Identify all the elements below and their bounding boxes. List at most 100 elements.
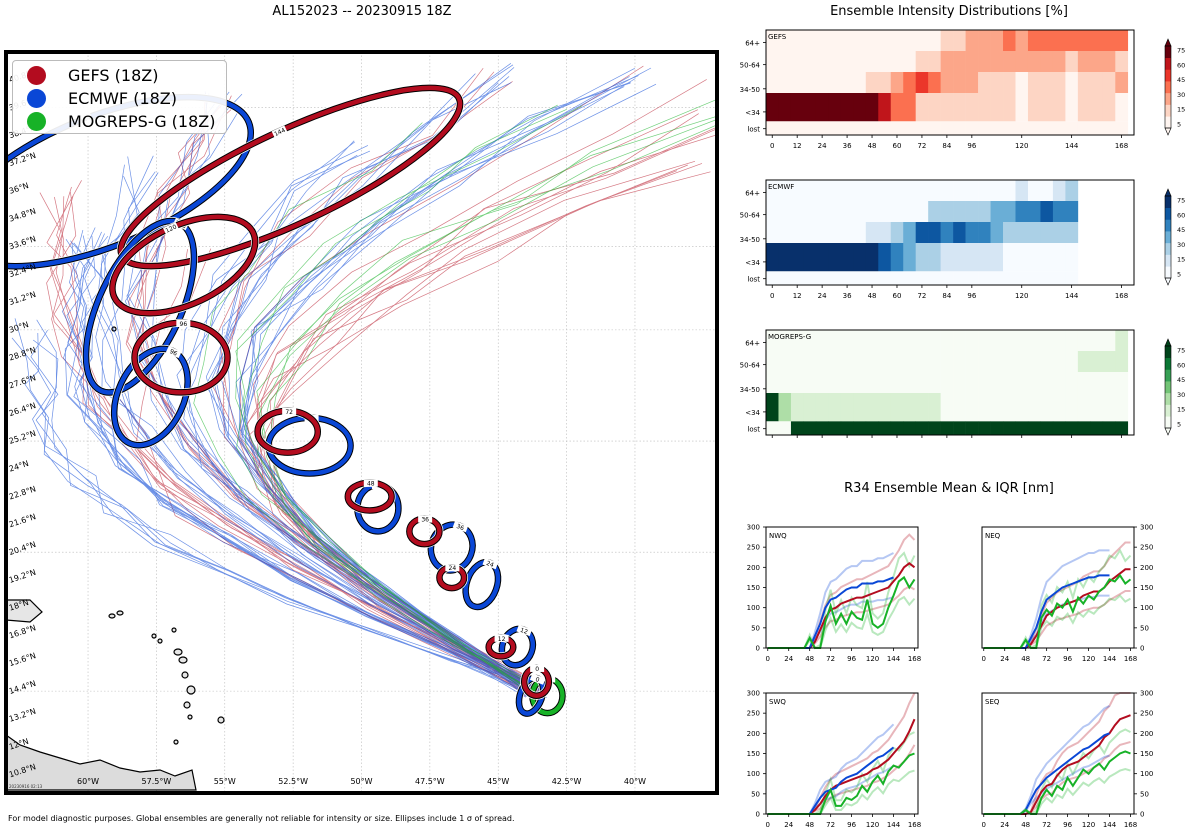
mogreps-tracks (193, 99, 717, 697)
r34-y-label: 150 (747, 750, 760, 758)
map-content: 144144120120969672723648244812003602412 (6, 52, 717, 793)
heatmap-cell (1040, 72, 1054, 93)
ellipse-gefs-36h-label: 36 (421, 517, 429, 524)
legend-item-gefs: GEFS (18Z) (27, 65, 158, 85)
heatmap-cell (853, 30, 867, 51)
heatmap-cell (828, 271, 842, 285)
heatmap-cell (990, 93, 1004, 122)
heatmap-cell (1015, 330, 1029, 351)
r34-y-label: 0 (756, 811, 760, 819)
heatmap-x-label: 60 (893, 292, 902, 300)
heatmap-cell (965, 372, 979, 393)
footer-note: For model diagnostic purposes. Global en… (8, 814, 515, 823)
heatmap-cell (840, 201, 854, 222)
land-island (186, 685, 196, 695)
heatmap-cell (853, 372, 867, 393)
r34-y-label: 250 (747, 544, 760, 552)
heatmap-cell (1003, 180, 1016, 201)
heatmap-cell (766, 351, 779, 372)
heatmap-cell (878, 121, 892, 135)
heatmap-cell (915, 93, 929, 122)
heatmap-cell (1052, 351, 1066, 372)
heatmap-cell (778, 271, 792, 285)
r34-y-label: 150 (1140, 584, 1153, 592)
heatmap-x-label: 144 (1065, 142, 1079, 150)
heatmap-cell (828, 243, 842, 272)
heatmap-cell (828, 180, 842, 201)
heatmap-cell (766, 421, 779, 435)
heatmap-cell (1065, 222, 1079, 243)
ecmwf-track (76, 235, 528, 695)
heatmap-cell (828, 372, 842, 393)
intensity-heatmaps: GEFS 64+ 50-64 34-50 <34 lost 0 12 24 36 48 60 72 84 9… (740, 29, 1185, 438)
r34-x-label: 48 (805, 821, 814, 829)
heatmap-y-label: lost (747, 426, 760, 434)
ellipse-ecmwf-96h-label-bg (165, 345, 182, 359)
lon-label: 60°W (77, 777, 99, 786)
heatmap-cell (1040, 351, 1054, 372)
heatmap-cell (853, 222, 867, 243)
heatmap-cell (1027, 393, 1041, 422)
heatmap-cell (766, 30, 779, 51)
heatmap-cell (915, 421, 929, 435)
heatmap-cell (978, 271, 991, 285)
colorbar-segment (1165, 392, 1171, 405)
colorbar-label: 60 (1177, 211, 1185, 219)
heatmap-x-label: 12 (793, 292, 802, 300)
heatmap-cell (778, 30, 792, 51)
colorbar-label: 75 (1177, 197, 1185, 205)
heatmap-cell (953, 51, 966, 72)
heatmap-cell (915, 121, 929, 135)
heatmap-x-label: 84 (942, 142, 951, 150)
r34-x-label: 168 (1124, 655, 1137, 663)
heatmap-cell (1090, 51, 1104, 72)
ellipse-ecmwf-12h-label: 12 (519, 627, 529, 636)
heatmap-x-label: 72 (917, 292, 926, 300)
ellipse-gefs-48h-label-bg (363, 479, 378, 487)
heatmap-cell (840, 243, 854, 272)
heatmap-cell (840, 93, 854, 122)
heatmap-cell (778, 243, 792, 272)
heatmap-cell (1115, 51, 1129, 72)
heatmap-cell (1052, 121, 1066, 135)
r34-panel-seq: SEQ 300 250 200 150 100 50 0 0 24 48 72 96 120 144 168 (981, 690, 1153, 829)
heatmap-cell (1077, 72, 1091, 93)
heatmap-cell (766, 222, 779, 243)
heatmap-y-label: <34 (745, 259, 760, 267)
colorbar-extend-bottom (1164, 277, 1172, 286)
heatmap-cell (1077, 372, 1091, 393)
heatmap-cell (1027, 121, 1041, 135)
colorbar-frame (1164, 195, 1172, 279)
colorbar-segment (1165, 242, 1171, 255)
heatmap-cell (1003, 351, 1016, 372)
heatmap-cell (1015, 243, 1029, 272)
ellipse-ecmwf-12h-label-bg (516, 624, 533, 637)
r34-x-label: 0 (982, 821, 986, 829)
heatmap-cell (1090, 72, 1104, 93)
heatmap-cell (1027, 330, 1041, 351)
colorbar-segment (1165, 404, 1171, 417)
ellipse-ecmwf-24h-label: 24 (485, 560, 495, 569)
heatmap-cell (1102, 121, 1116, 135)
heatmap-cell (978, 351, 991, 372)
heatmap-cell (878, 351, 892, 372)
r34-y-label: 50 (1140, 624, 1149, 632)
heatmap-cell (903, 93, 916, 122)
heatmap-cell (790, 393, 804, 422)
heatmap-cell (915, 351, 929, 372)
heatmap-cell (915, 271, 929, 285)
heatmap-cell (1115, 72, 1129, 93)
heatmap-cell (928, 330, 941, 351)
heatmap-x-label: 84 (942, 292, 951, 300)
heatmap-cell (790, 271, 804, 285)
heatmap-cell (865, 351, 879, 372)
heatmap-cell (878, 372, 892, 393)
heatmap-cell (1003, 121, 1016, 135)
r34-x-label: 24 (784, 655, 793, 663)
heatmap-cell (965, 330, 979, 351)
ecmwf-track (176, 154, 527, 692)
heatmap-cell (815, 222, 829, 243)
heatmap-y-label: 34-50 (740, 386, 760, 394)
heatmap-cell (965, 72, 979, 93)
